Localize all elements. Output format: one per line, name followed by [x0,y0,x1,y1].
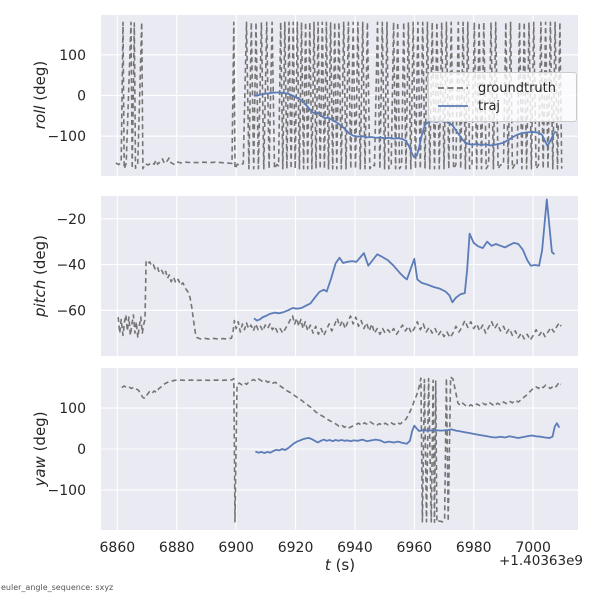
plot-background [101,196,578,356]
pitch-traj-line [253,198,556,322]
x-tick-label: 6980 [456,540,492,556]
y-tick-label: 0 [77,442,86,458]
yaw-traj-line [255,422,561,454]
y-tick-label: −60 [56,303,86,319]
x-axis-label-var: t [324,556,331,574]
roll-traj-line [253,91,557,159]
x-axis-label: t (s) [325,556,355,574]
pitch-plot: −20 −40 −60 [56,196,578,356]
roll-axis-label-var: roll [31,105,49,130]
legend-label-groundtruth: groundtruth [478,80,557,96]
footer-note: euler_angle_sequence: sxyz [1,583,114,592]
y-tick-label: −20 [56,212,86,228]
yaw-plot: 100 0 −100 [48,368,578,530]
pitch-axis-label-unit: (deg) [31,234,49,280]
groundtruth-line-icon [438,87,468,89]
y-tick-label: 100 [59,401,86,417]
x-tick-label: 6920 [278,540,314,556]
y-tick-label: 100 [59,48,86,64]
y-tick-label: −100 [48,483,86,499]
roll-groundtruth-line [115,21,563,170]
roll-axis-label: roll (deg) [31,61,49,129]
x-tick-label: 7000 [515,540,551,556]
yaw-axis-label: yaw (deg) [31,411,49,486]
legend-item-traj: traj [437,100,568,113]
x-tick-label: 6880 [159,540,195,556]
traj-line-icon [438,105,468,107]
pitch-axis-label: pitch (deg) [31,235,49,317]
yaw-axis-label-unit: (deg) [31,411,49,457]
yaw-groundtruth-line [121,376,562,523]
yaw-axis-label-var: yaw [31,456,49,487]
roll-axis-label-unit: (deg) [31,60,49,106]
x-axis-label-unit: (s) [330,556,356,574]
y-tick-label: −100 [48,129,86,145]
pitch-groundtruth-line [117,260,562,341]
legend-item-groundtruth: groundtruth [437,82,568,95]
x-tick-label: 6860 [100,540,136,556]
y-tick-label: −40 [56,258,86,274]
x-tick-label: 6960 [397,540,433,556]
legend-label-traj: traj [478,98,501,114]
x-tick-label: 6940 [337,540,373,556]
pitch-axis-label-var: pitch [31,279,49,318]
x-tick-label: 6900 [218,540,254,556]
legend: groundtruth traj [428,72,577,122]
y-tick-label: 0 [77,89,86,105]
x-axis-offset-text: +1.40363e9 [498,553,583,569]
